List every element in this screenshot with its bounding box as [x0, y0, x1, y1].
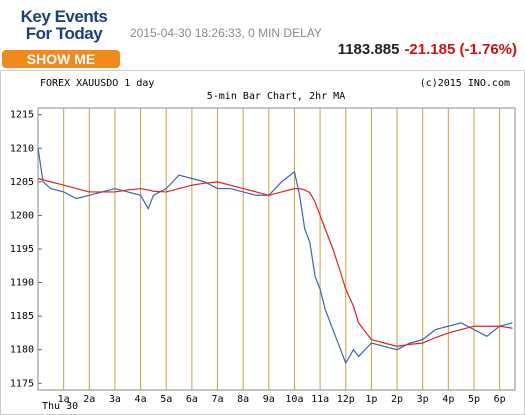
date-label: Thu 30: [42, 401, 78, 412]
chart: FOREX XAUUSDO 1 day (c)2015 INO.com 5-mi…: [0, 70, 525, 415]
price-line: [37, 177, 513, 347]
x-tick-label: 3p: [417, 394, 429, 405]
x-tick-label: 5p: [468, 394, 480, 405]
x-tick-label: 9a: [263, 394, 275, 405]
change: -21.185 (-1.76%): [404, 41, 517, 58]
y-tick-label: 1190: [10, 278, 34, 289]
timestamp: 2015-04-30 18:26:33, 0 MIN DELAY: [130, 26, 322, 40]
x-tick-label: 11a: [311, 394, 329, 405]
y-tick-label: 1195: [10, 244, 34, 255]
chart-title: 5-min Bar Chart, 2hr MA: [207, 91, 345, 102]
y-tick-label: 1215: [10, 110, 34, 121]
y-tick-label: 1185: [10, 311, 34, 322]
plot-area: [37, 107, 516, 391]
x-tick-label: 2a: [83, 394, 95, 405]
quote: 1183.885 -21.185 (-1.76%): [338, 41, 517, 58]
x-tick-label: 6p: [494, 394, 506, 405]
x-tick-label: 2p: [391, 394, 403, 405]
y-tick-label: 1210: [10, 143, 34, 154]
x-tick-label: 8a: [237, 394, 249, 405]
x-tick-label: 12p: [337, 394, 355, 405]
x-tick-label: 7a: [211, 394, 223, 405]
show-me-button[interactable]: SHOW ME: [2, 50, 120, 68]
logo[interactable]: Key Events For Today: [20, 7, 108, 43]
x-tick-label: 10a: [285, 394, 303, 405]
price: 1183.885: [337, 41, 400, 58]
x-tick-label: 3a: [109, 394, 121, 405]
x-tick-label: 4a: [135, 394, 147, 405]
y-tick-label: 1175: [10, 378, 34, 389]
y-tick-label: 1180: [10, 345, 34, 356]
copyright: (c)2015 INO.com: [420, 78, 510, 89]
x-tick-label: 1p: [365, 394, 377, 405]
x-tick-label: 4p: [442, 394, 454, 405]
y-tick-label: 1200: [10, 210, 34, 221]
x-tick-label: 6a: [186, 394, 198, 405]
y-tick-label: 1205: [10, 177, 34, 188]
x-tick-label: 1a: [58, 394, 70, 405]
symbol: FOREX XAUUSDO 1 day: [40, 78, 154, 89]
x-tick-label: 5a: [160, 394, 172, 405]
price-line: [37, 148, 513, 365]
